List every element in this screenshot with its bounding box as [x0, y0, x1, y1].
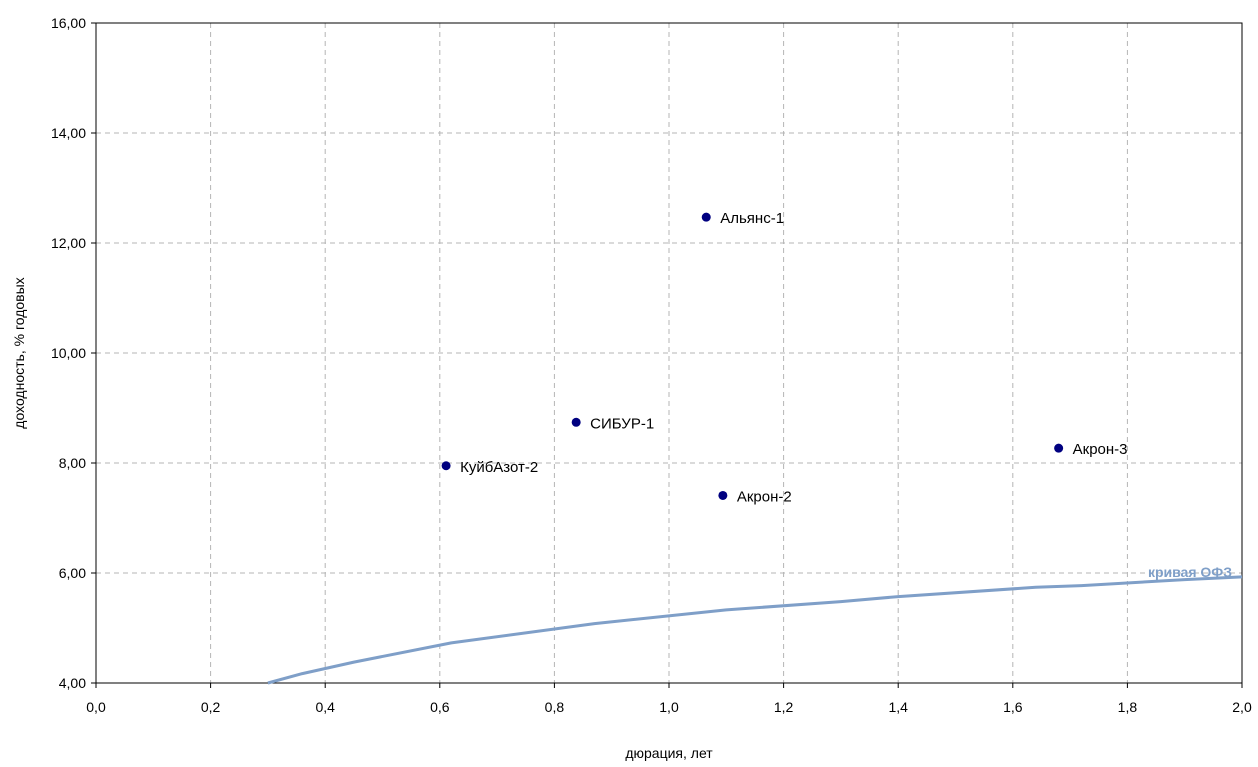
grid-lines — [96, 23, 1242, 683]
y-tick-label: 8,00 — [59, 455, 86, 471]
x-tick-label: 1,0 — [659, 699, 679, 715]
data-point — [701, 212, 711, 222]
y-tick-label: 4,00 — [59, 675, 86, 691]
x-tick-label: 0,4 — [315, 699, 335, 715]
x-axis-title: дюрация, лет — [625, 745, 713, 761]
data-point-label: Альянс-1 — [720, 210, 784, 227]
axis-ticks: 0,0 0,2 0,4 0,6 0,8 1,0 1,2 1,4 1,6 1,8 2,0 4,00 6,0… — [51, 15, 1252, 715]
y-axis-title: доходность, % годовых — [11, 277, 27, 428]
y-tick-label: 12,00 — [51, 235, 86, 251]
x-tick-label: 1,6 — [1003, 699, 1023, 715]
x-tick-label: 1,2 — [774, 699, 794, 715]
x-tick-label: 0,6 — [430, 699, 450, 715]
ofz-curve-line — [267, 575, 1243, 685]
x-tick-label: 1,4 — [888, 699, 908, 715]
y-tick-label: 14,00 — [51, 125, 86, 141]
data-point-label: Акрон-3 — [1073, 441, 1128, 458]
data-point-label: КуйбАзот-2 — [460, 459, 538, 476]
y-tick-label: 6,00 — [59, 565, 86, 581]
data-point — [1054, 443, 1064, 453]
ofz-curve-layer: кривая ОФЗ — [267, 564, 1243, 685]
data-points-layer: Альянс-1 СИБУР-1 КуйбАзот-2 Акрон-2 Акрон-3 — [441, 210, 1128, 505]
x-tick-label: 0,2 — [201, 699, 221, 715]
x-tick-label: 2,0 — [1232, 699, 1252, 715]
data-point — [441, 461, 451, 471]
y-tick-label: 16,00 — [51, 15, 86, 31]
data-point — [718, 490, 728, 500]
y-tick-label: 10,00 — [51, 345, 86, 361]
x-tick-label: 0,8 — [545, 699, 565, 715]
data-point-label: Акрон-2 — [737, 488, 792, 505]
x-tick-label: 1,8 — [1118, 699, 1138, 715]
ofz-curve-label: кривая ОФЗ — [1148, 564, 1232, 580]
data-point-label: СИБУР-1 — [590, 415, 654, 432]
data-point — [571, 417, 581, 427]
x-tick-label: 0,0 — [86, 699, 106, 715]
